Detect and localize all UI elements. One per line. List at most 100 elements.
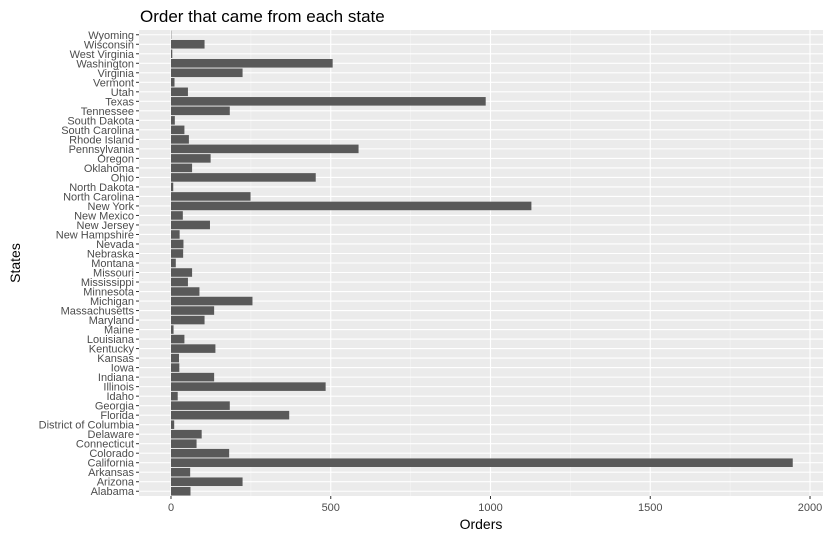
bar: [171, 135, 189, 144]
bar: [171, 439, 197, 448]
bar: [171, 144, 359, 154]
bar: [171, 154, 211, 163]
bar: [171, 59, 333, 68]
bar: [171, 448, 230, 458]
y-tick-label: Washington: [76, 58, 134, 70]
y-tick-label: Utah: [111, 87, 134, 99]
bar: [171, 192, 251, 201]
bar: [171, 49, 173, 59]
y-tick-label: Kansas: [97, 353, 134, 365]
bar: [171, 277, 188, 287]
y-tick-label: District of Columbia: [39, 420, 135, 432]
y-tick-label: Missouri: [93, 268, 134, 280]
y-tick-label: Colorado: [89, 448, 134, 460]
y-tick-label: Montana: [91, 258, 135, 270]
bar: [171, 163, 193, 173]
bar: [171, 249, 184, 258]
y-tick-label: Florida: [100, 410, 135, 422]
bar: [171, 125, 185, 135]
y-tick-label: North Carolina: [63, 191, 135, 203]
y-axis-title: States: [7, 243, 23, 283]
bar: [171, 39, 205, 49]
y-tick-label: New York: [88, 201, 135, 213]
y-tick-label: Massachusetts: [61, 306, 135, 318]
bar: [171, 97, 486, 106]
y-tick-label: Connecticut: [76, 439, 134, 451]
bar: [171, 182, 174, 192]
x-tick-label: 2000: [798, 502, 822, 514]
bar: [171, 220, 210, 230]
bar: [171, 239, 184, 249]
y-tick-label: Texas: [105, 96, 134, 108]
bar: [171, 420, 175, 429]
y-tick-label: Maine: [104, 325, 134, 337]
y-tick-label: New Mexico: [74, 210, 134, 222]
bar: [171, 287, 200, 296]
y-tick-label: California: [88, 458, 135, 470]
bar: [171, 401, 230, 410]
y-tick-label: West Virginia: [70, 49, 135, 61]
x-tick-label: 1000: [478, 502, 502, 514]
y-tick-label: Wyoming: [88, 30, 134, 42]
bar: [171, 477, 243, 487]
y-tick-label: Idaho: [106, 391, 134, 403]
y-tick-label: Nebraska: [87, 248, 135, 260]
bar: [171, 410, 290, 420]
y-tick-label: Vermont: [93, 77, 134, 89]
bar: [171, 78, 175, 87]
x-tick-label: 1500: [638, 502, 662, 514]
major-gridlines: [139, 30, 823, 496]
bar: [171, 372, 215, 382]
bar: [171, 87, 188, 97]
bar: [171, 325, 174, 334]
y-tick-label: North Dakota: [69, 182, 135, 194]
y-tick-label: Tennessee: [81, 106, 134, 118]
bar: [171, 363, 180, 372]
chart-title: Order that came from each state: [140, 7, 385, 26]
y-tick-label: Ohio: [111, 172, 134, 184]
bar: [171, 230, 180, 239]
bar: [171, 315, 205, 325]
y-tick-label: Oklahoma: [84, 163, 135, 175]
bar: [171, 391, 178, 401]
x-axis-title: Orders: [460, 516, 503, 532]
bar: [171, 334, 185, 344]
bar: [171, 116, 175, 125]
y-tick-label: New Jersey: [77, 220, 135, 232]
y-tick-label: Indiana: [98, 372, 135, 384]
bar: [171, 458, 793, 467]
y-tick-label: New Hampshire: [56, 229, 134, 241]
x-axis-ticks: 0 500 1000 1500 2000: [168, 496, 822, 514]
y-tick-label: Pennsylvania: [69, 144, 135, 156]
bar: [171, 68, 243, 78]
y-tick-label: Alabama: [91, 486, 135, 498]
y-axis-ticks: AlabamaArizonaArkansasCaliforniaColorado…: [39, 30, 139, 498]
y-tick-label: South Carolina: [61, 125, 135, 137]
bar: [171, 486, 191, 496]
x-tick-label: 500: [322, 502, 340, 514]
y-tick-label: Arkansas: [88, 467, 134, 479]
bar: [171, 382, 326, 391]
bar: [171, 201, 532, 211]
y-tick-label: Arizona: [97, 477, 135, 489]
y-tick-label: Louisiana: [87, 334, 135, 346]
bar: [171, 173, 316, 182]
bar: [171, 106, 230, 116]
y-tick-label: Minnesota: [83, 287, 135, 299]
y-tick-label: Mississippi: [81, 277, 134, 289]
y-tick-label: Iowa: [111, 363, 135, 375]
y-tick-label: Oregon: [97, 153, 134, 165]
y-tick-label: South Dakota: [67, 115, 135, 127]
y-tick-label: Delaware: [88, 429, 134, 441]
y-tick-label: Kentucky: [89, 344, 135, 356]
bar: [171, 344, 216, 353]
bars: [171, 30, 793, 496]
x-tick-label: 0: [168, 502, 174, 514]
y-tick-label: Georgia: [95, 401, 135, 413]
bar: [171, 306, 215, 315]
bar: [171, 211, 183, 220]
y-tick-label: Rhode Island: [69, 134, 134, 146]
bar: [171, 296, 253, 306]
y-tick-label: Nevada: [96, 239, 135, 251]
